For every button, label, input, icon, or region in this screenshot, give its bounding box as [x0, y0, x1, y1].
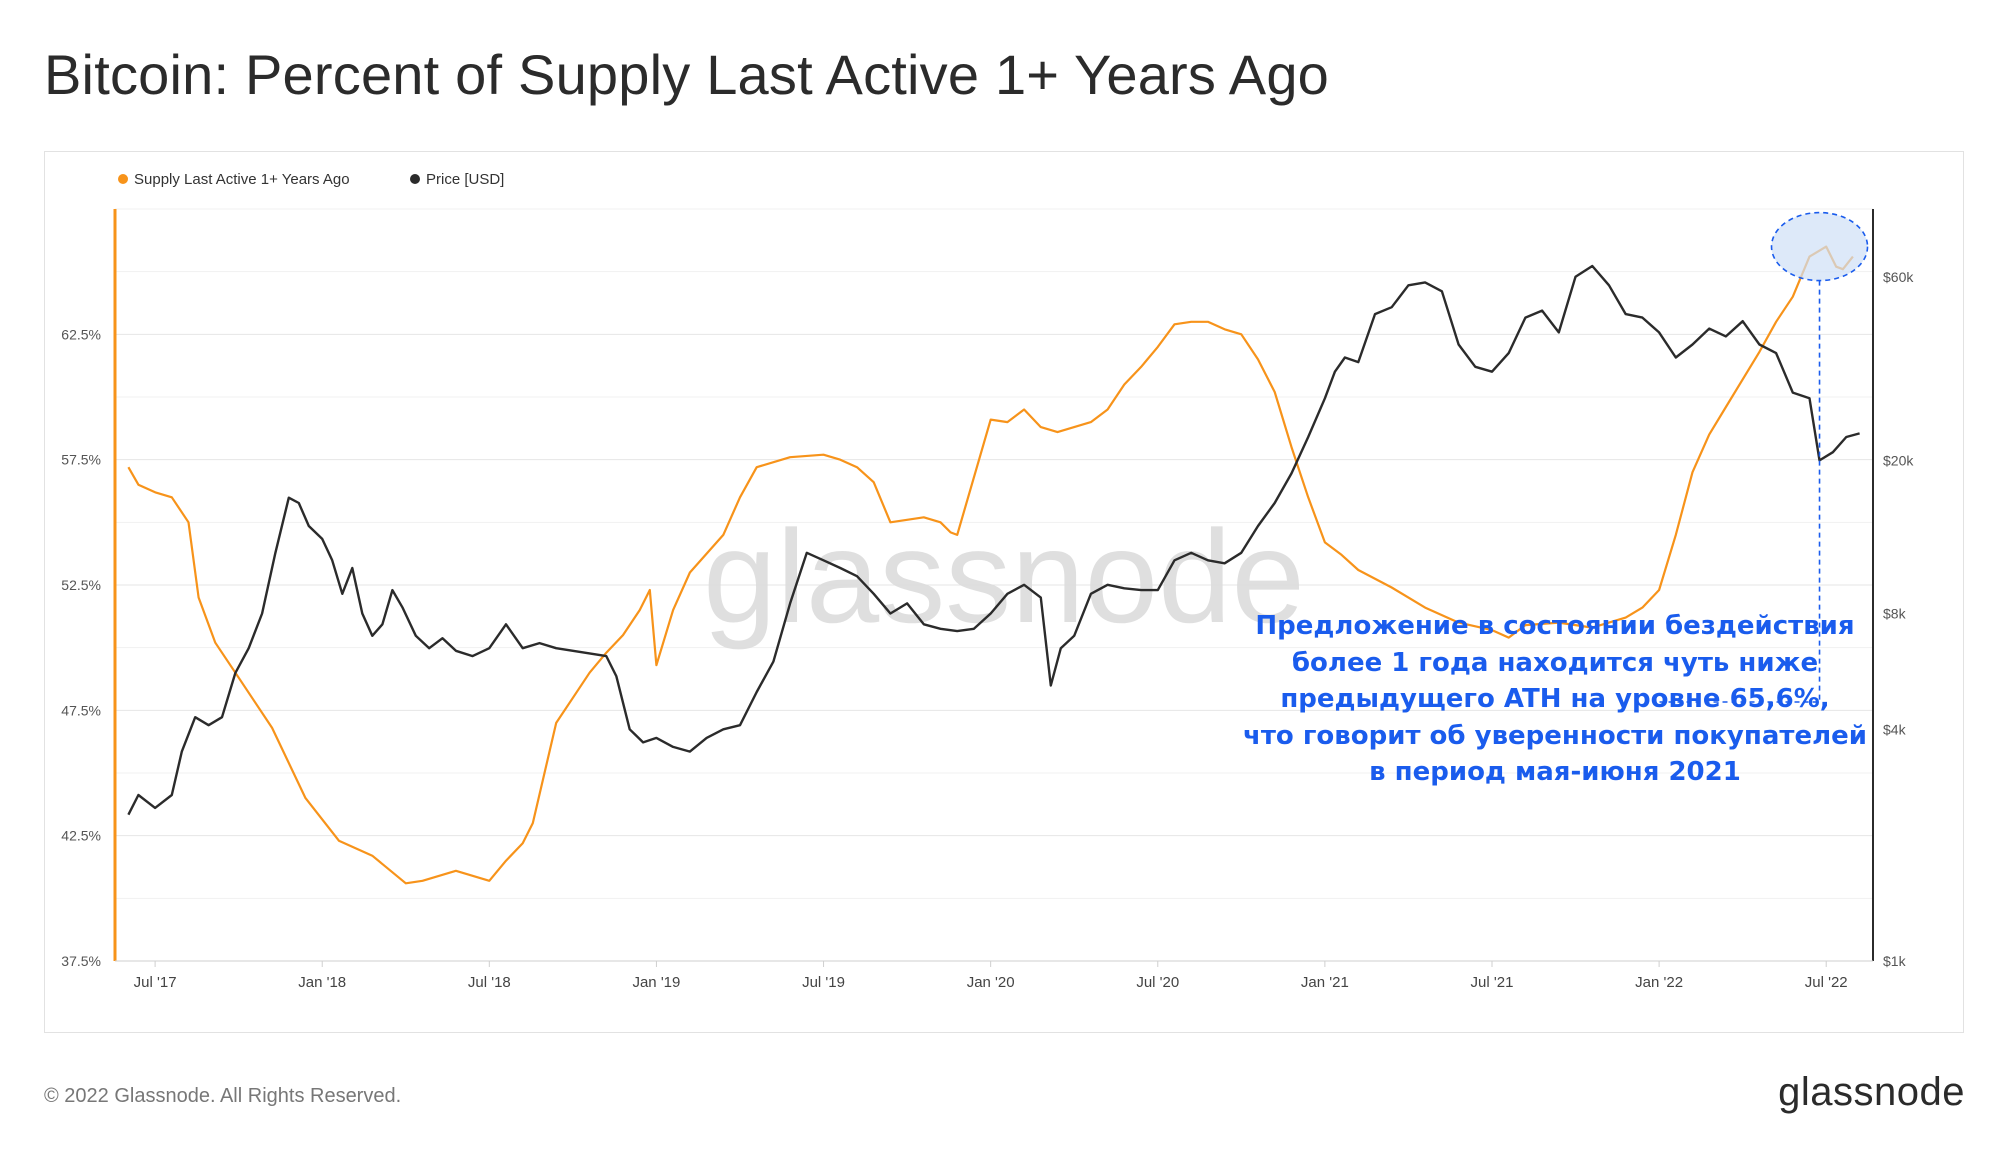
x-tick-label: Jul '21 — [1471, 974, 1514, 991]
y-left-tick-label: 62.5% — [61, 326, 101, 342]
supply-series-line — [127, 245, 1854, 885]
legend-price-label: Price [USD] — [426, 171, 504, 188]
y-right-tick-label: $8k — [1883, 605, 1907, 621]
watermark-text: glassnode — [703, 503, 1305, 650]
x-tick-label: Jan '20 — [967, 974, 1015, 991]
y-right-tick-label: $1k — [1883, 953, 1907, 969]
y-right-tick-label: $60k — [1883, 269, 1914, 285]
x-tick-label: Jan '19 — [632, 974, 680, 991]
y-left-tick-label: 37.5% — [61, 953, 101, 969]
annotation-line: что говорит об уверенности покупателей — [1243, 720, 1867, 751]
annotation-line: более 1 года находится чуть ниже — [1291, 647, 1819, 678]
chart-panel: glassnode 37.5% 42.5% 47.5% 52.5% 57.5% 62.5% $… — [44, 151, 1964, 1033]
x-tick-label: Jul '19 — [802, 974, 845, 991]
y-left-tick-label: 57.5% — [61, 452, 101, 468]
copyright-text: © 2022 Glassnode. All Rights Reserved. — [44, 1085, 402, 1107]
x-tick-label: Jul '17 — [134, 974, 177, 991]
chart-title: Bitcoin: Percent of Supply Last Active 1… — [44, 43, 1330, 106]
y-left-tick-label: 42.5% — [61, 828, 101, 844]
x-tick-label: Jan '18 — [298, 974, 346, 991]
legend-supply-marker — [118, 174, 128, 184]
y-right-tick-label: $4k — [1883, 721, 1907, 737]
y-left-tick-label: 47.5% — [61, 702, 101, 718]
x-tick-label: Jul '22 — [1805, 974, 1848, 991]
annotation-text: Предложение в состоянии бездействия боле… — [1190, 608, 1920, 791]
annotation-line: предыдущего ATH на уровне 65,6%, — [1280, 684, 1830, 714]
price-series-line — [127, 264, 1860, 816]
y-left-tick-label: 52.5% — [61, 577, 101, 593]
legend-price-marker — [410, 174, 420, 184]
x-tick-label: Jan '22 — [1635, 974, 1683, 991]
ath-highlight-ellipse — [1770, 211, 1869, 282]
chart-canvas[interactable]: glassnode 37.5% 42.5% 47.5% 52.5% 57.5% 62.5% $… — [45, 152, 1965, 1034]
x-tick-label: Jan '21 — [1301, 974, 1349, 991]
annotation-line: Предложение в состоянии бездействия — [1255, 611, 1855, 641]
annotation-line: в период мая-июня 2021 — [1369, 757, 1741, 787]
x-tick-label: Jul '18 — [468, 974, 511, 991]
y-right-tick-label: $20k — [1883, 452, 1914, 468]
x-tick-label: Jul '20 — [1136, 974, 1179, 991]
legend-supply-label: Supply Last Active 1+ Years Ago — [134, 171, 350, 188]
brand-logo[interactable]: glassnode — [1778, 1070, 1965, 1114]
